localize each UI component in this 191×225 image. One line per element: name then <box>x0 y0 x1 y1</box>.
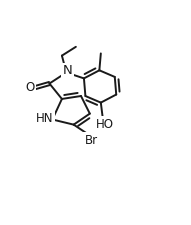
Text: Br: Br <box>85 134 98 146</box>
Text: HN: HN <box>36 112 53 125</box>
Text: N: N <box>63 64 73 77</box>
Text: O: O <box>25 81 34 94</box>
Text: HO: HO <box>96 118 114 131</box>
